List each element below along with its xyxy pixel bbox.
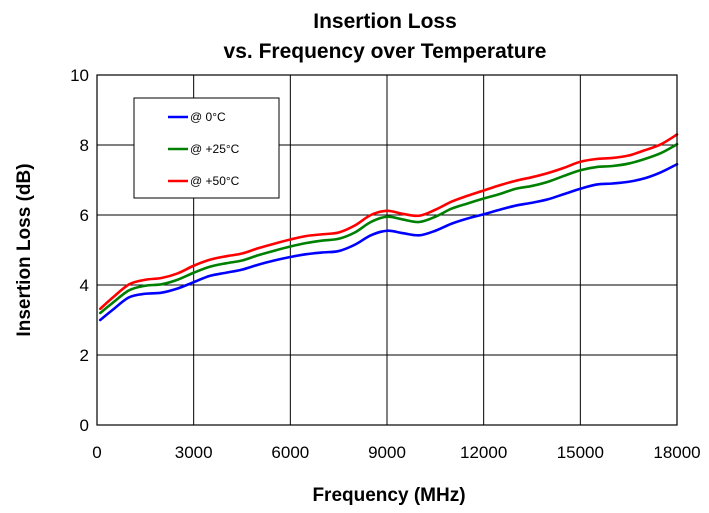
y-tick-label: 0	[80, 416, 89, 435]
x-tick-label: 18000	[653, 443, 700, 462]
x-tick-label: 0	[92, 443, 101, 462]
y-tick-label: 2	[80, 346, 89, 365]
x-axis-title: Frequency (MHz)	[312, 485, 465, 506]
series-line-0c	[98, 162, 679, 322]
series-lines	[98, 133, 679, 322]
y-tick-label: 6	[80, 206, 89, 225]
legend-entry-50c-label: @ +50°C	[190, 174, 240, 188]
legend-entry-0c-label: @ 0°C	[190, 110, 226, 124]
x-tick-label: 3000	[175, 443, 213, 462]
legend-box	[133, 97, 280, 199]
legend-entry-25c-label: @ +25°C	[190, 142, 240, 156]
tick-labels: 0 2 4 6 8 10 0 3000 6000 9000 12000 15000 18000	[70, 66, 701, 462]
chart-title-line-1: Insertion Loss	[313, 10, 457, 33]
series-line-50c	[98, 133, 679, 311]
x-tick-label: 9000	[368, 443, 406, 462]
x-tick-label: 12000	[460, 443, 507, 462]
y-tick-label: 10	[70, 66, 89, 85]
legend: @ 0°C @ +25°C @ +50°C	[133, 97, 280, 199]
y-tick-label: 8	[80, 136, 89, 155]
y-tick-label: 4	[80, 276, 89, 295]
x-tick-label: 15000	[557, 443, 604, 462]
plot-frame	[96, 74, 678, 426]
x-tick-label: 6000	[271, 443, 309, 462]
y-axis-title: Insertion Loss (dB)	[14, 163, 35, 336]
series-line-25c	[98, 143, 679, 315]
chart-title-line-2: vs. Frequency over Temperature	[224, 40, 547, 63]
